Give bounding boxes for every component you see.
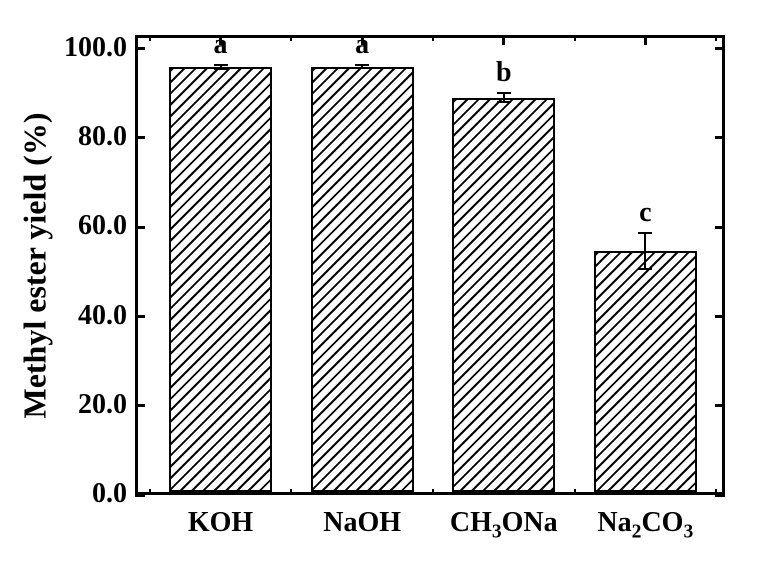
error-cap <box>214 68 228 70</box>
error-cap <box>638 268 652 270</box>
x-tick-major <box>644 35 647 45</box>
y-tick <box>135 315 145 318</box>
y-tick <box>135 494 145 497</box>
bar-hatch <box>313 69 412 490</box>
y-tick-label: 20.0 <box>78 389 127 421</box>
x-tick-major <box>502 35 505 45</box>
error-bar <box>644 233 646 269</box>
significance-letter: a <box>191 29 251 61</box>
x-tick-minor <box>715 35 717 41</box>
y-tick-label: 0.0 <box>92 478 127 510</box>
y-tick-label: 60.0 <box>78 210 127 242</box>
y-axis-title: Methyl ester yield (%) <box>17 119 54 419</box>
x-tick-minor <box>290 35 292 41</box>
x-tick-minor <box>574 35 576 41</box>
x-tick-minor <box>149 489 151 495</box>
y-tick <box>135 404 145 407</box>
bar <box>169 67 272 492</box>
y-tick <box>715 47 725 50</box>
y-tick <box>715 404 725 407</box>
x-tick-minor <box>290 489 292 495</box>
y-tick <box>715 226 725 229</box>
significance-letter: c <box>615 197 675 229</box>
bar <box>594 251 697 492</box>
y-tick <box>715 136 725 139</box>
x-tick-minor <box>574 489 576 495</box>
y-tick-label: 80.0 <box>78 121 127 153</box>
y-tick-label: 40.0 <box>78 300 127 332</box>
y-tick <box>135 226 145 229</box>
y-tick-label: 100.0 <box>64 32 127 64</box>
bar <box>311 67 414 492</box>
bar-hatch <box>454 100 553 490</box>
error-cap <box>638 232 652 234</box>
error-cap <box>355 64 369 66</box>
bar <box>452 98 555 492</box>
bar-hatch <box>171 69 270 490</box>
y-tick <box>135 136 145 139</box>
error-cap <box>497 92 511 94</box>
error-cap <box>214 64 228 66</box>
bar-hatch <box>596 253 695 490</box>
y-tick <box>715 315 725 318</box>
x-tick-minor <box>149 35 151 41</box>
x-category-label: Na2CO3 <box>555 507 735 544</box>
y-tick <box>135 47 145 50</box>
x-tick-minor <box>432 35 434 41</box>
chart-container: Methyl ester yield (%) 0.0 20.0 40.0 60.0 80… <box>0 0 767 584</box>
x-tick-minor <box>432 489 434 495</box>
significance-letter: b <box>474 57 534 89</box>
significance-letter: a <box>332 29 392 61</box>
error-cap <box>497 101 511 103</box>
x-tick-minor <box>715 489 717 495</box>
